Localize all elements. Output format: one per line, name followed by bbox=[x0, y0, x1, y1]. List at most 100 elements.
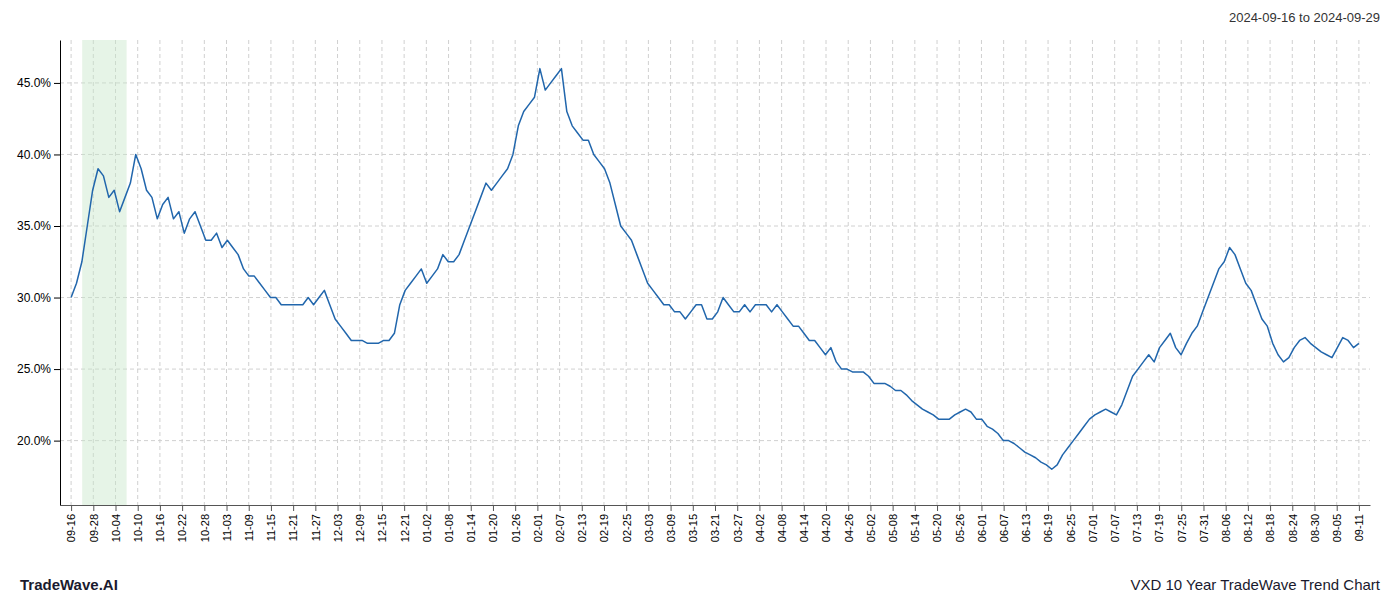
x-tick-label: 09-28 bbox=[88, 514, 100, 542]
x-tick-label: 10-10 bbox=[132, 514, 144, 542]
y-tick-label: 20.0% bbox=[17, 434, 51, 448]
x-tick-mark bbox=[1181, 505, 1182, 511]
footer-right: VXD 10 Year TradeWave Trend Chart bbox=[1130, 576, 1380, 593]
x-tick-label: 05-20 bbox=[931, 514, 943, 542]
x-tick-mark bbox=[1226, 505, 1227, 511]
x-tick: 07-19 bbox=[1153, 505, 1165, 542]
x-tick-label: 01-26 bbox=[510, 514, 522, 542]
grid-line-x bbox=[470, 40, 471, 505]
x-tick: 09-05 bbox=[1331, 505, 1343, 542]
x-tick-mark bbox=[1115, 505, 1116, 511]
highlight-band bbox=[82, 40, 126, 505]
x-tick-mark bbox=[227, 505, 228, 511]
x-tick-mark bbox=[893, 505, 894, 511]
x-tick: 07-01 bbox=[1087, 505, 1099, 542]
x-tick: 12-03 bbox=[332, 505, 344, 542]
x-tick: 10-16 bbox=[154, 505, 166, 542]
grid-line-x bbox=[248, 40, 249, 505]
y-tick-label: 30.0% bbox=[17, 291, 51, 305]
grid-line-x bbox=[626, 40, 627, 505]
x-tick: 06-19 bbox=[1042, 505, 1054, 542]
y-tick-mark bbox=[54, 298, 60, 299]
x-tick-mark bbox=[1314, 505, 1315, 511]
x-tick: 05-14 bbox=[909, 505, 921, 542]
x-tick: 12-21 bbox=[399, 505, 411, 542]
grid-line-x bbox=[226, 40, 227, 505]
x-tick: 06-01 bbox=[976, 505, 988, 542]
x-tick-mark bbox=[626, 505, 627, 511]
x-tick-label: 07-01 bbox=[1087, 514, 1099, 542]
grid-line-x bbox=[892, 40, 893, 505]
x-tick-mark bbox=[449, 505, 450, 511]
data-line bbox=[71, 69, 1359, 470]
grid-line-y bbox=[60, 297, 1370, 298]
y-tick: 25.0% bbox=[17, 362, 60, 376]
x-tick-label: 05-14 bbox=[909, 514, 921, 542]
x-tick: 05-20 bbox=[931, 505, 943, 542]
x-tick: 05-02 bbox=[865, 505, 877, 542]
x-tick-label: 07-13 bbox=[1131, 514, 1143, 542]
x-tick-mark bbox=[204, 505, 205, 511]
x-tick-label: 06-25 bbox=[1065, 514, 1077, 542]
x-tick-mark bbox=[1359, 505, 1360, 511]
x-tick-mark bbox=[759, 505, 760, 511]
x-tick-label: 11-09 bbox=[243, 514, 255, 541]
title: 2024-09-16 to 2024-09-29 bbox=[1229, 10, 1380, 25]
x-tick-mark bbox=[360, 505, 361, 511]
x-tick: 02-13 bbox=[576, 505, 588, 542]
grid-line-x bbox=[581, 40, 582, 505]
grid-line-x bbox=[1270, 40, 1271, 505]
x-tick-mark bbox=[648, 505, 649, 511]
x-tick-label: 05-26 bbox=[954, 514, 966, 542]
x-tick: 06-25 bbox=[1065, 505, 1077, 542]
x-tick-mark bbox=[1337, 505, 1338, 511]
x-tick-mark bbox=[715, 505, 716, 511]
x-tick-label: 08-18 bbox=[1264, 514, 1276, 542]
x-tick-mark bbox=[981, 505, 982, 511]
grid-line-x bbox=[1092, 40, 1093, 505]
x-tick: 03-15 bbox=[687, 505, 699, 542]
x-tick: 10-22 bbox=[176, 505, 188, 542]
y-tick-mark bbox=[54, 441, 60, 442]
x-tick-label: 03-09 bbox=[665, 514, 677, 542]
grid-line-x bbox=[1314, 40, 1315, 505]
x-tick-mark bbox=[382, 505, 383, 511]
x-tick-label: 11-21 bbox=[287, 514, 299, 541]
grid-line-x bbox=[1136, 40, 1137, 505]
x-tick-label: 04-08 bbox=[776, 514, 788, 542]
x-tick-label: 09-11 bbox=[1353, 514, 1365, 541]
x-tick-mark bbox=[93, 505, 94, 511]
x-tick-mark bbox=[1004, 505, 1005, 511]
x-tick-mark bbox=[1070, 505, 1071, 511]
grid-line-x bbox=[159, 40, 160, 505]
x-tick-label: 02-01 bbox=[532, 514, 544, 542]
x-tick: 12-09 bbox=[354, 505, 366, 542]
x-tick-mark bbox=[138, 505, 139, 511]
grid-line-x bbox=[293, 40, 294, 505]
x-tick-mark bbox=[515, 505, 516, 511]
grid-line-x bbox=[1203, 40, 1204, 505]
x-tick: 11-15 bbox=[265, 505, 277, 541]
x-tick: 10-04 bbox=[110, 505, 122, 542]
grid-line-x bbox=[1048, 40, 1049, 505]
y-tick: 45.0% bbox=[17, 76, 60, 90]
x-tick: 06-13 bbox=[1020, 505, 1032, 542]
x-tick: 08-06 bbox=[1220, 505, 1232, 542]
x-tick-label: 10-22 bbox=[176, 514, 188, 542]
x-tick: 05-26 bbox=[954, 505, 966, 542]
grid-line-x bbox=[337, 40, 338, 505]
x-tick-label: 11-03 bbox=[221, 514, 233, 541]
x-tick-label: 08-06 bbox=[1220, 514, 1232, 542]
grid-line-x bbox=[759, 40, 760, 505]
x-tick: 09-16 bbox=[65, 505, 77, 542]
x-tick-mark bbox=[315, 505, 316, 511]
y-tick: 40.0% bbox=[17, 148, 60, 162]
x-tick: 12-15 bbox=[376, 505, 388, 542]
grid-line-x bbox=[270, 40, 271, 505]
grid-line-x bbox=[870, 40, 871, 505]
grid-line-x bbox=[826, 40, 827, 505]
grid-line-x bbox=[1292, 40, 1293, 505]
grid-line-x bbox=[1025, 40, 1026, 505]
x-tick-label: 03-15 bbox=[687, 514, 699, 542]
x-tick: 08-24 bbox=[1287, 505, 1299, 542]
